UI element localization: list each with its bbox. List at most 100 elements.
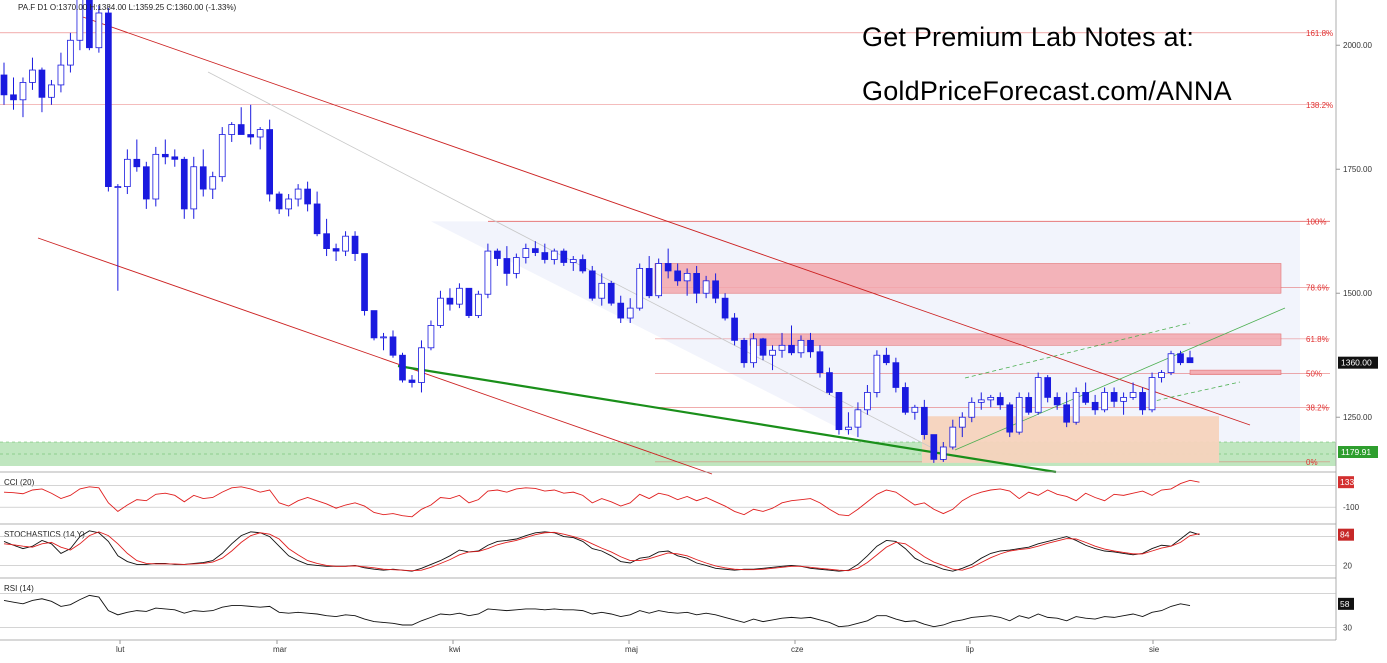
candle	[778, 332, 786, 358]
fib-label: 138.2%	[1306, 101, 1333, 110]
fib-label: 38.2%	[1306, 403, 1329, 412]
candle-body-up	[1120, 396, 1127, 402]
candle-body-down	[1082, 392, 1089, 403]
candle-body-up	[636, 268, 644, 309]
candle-body-down	[304, 188, 311, 205]
rising-channel-bottom	[1149, 381, 1241, 403]
candle-body-down	[237, 124, 245, 135]
candle-body-down	[86, 0, 93, 49]
candle-body-up	[1167, 353, 1175, 373]
candle	[883, 347, 890, 366]
candle	[19, 77, 27, 118]
candle	[494, 248, 501, 266]
candle	[1044, 375, 1052, 403]
candle-body-up	[702, 280, 710, 294]
candle	[29, 57, 36, 90]
candle-body-down	[607, 282, 615, 304]
indicator-line	[3, 531, 1200, 572]
candle	[313, 191, 321, 237]
candle	[57, 52, 65, 93]
candle-body-down	[38, 69, 46, 98]
candle	[617, 295, 625, 323]
indicator-line	[3, 530, 1200, 572]
candle-body-down	[579, 259, 587, 272]
candle	[835, 392, 843, 435]
candle-body-up	[427, 325, 435, 349]
candle	[228, 122, 236, 142]
time-tick-label: lut	[116, 645, 125, 654]
candle	[427, 320, 435, 351]
time-tick-label: sie	[1149, 645, 1160, 654]
candle	[67, 32, 74, 73]
candle-body-up	[911, 406, 919, 413]
fib-label: 0%	[1306, 458, 1318, 467]
candle	[664, 248, 672, 279]
candle	[939, 442, 947, 462]
candle-body-up	[797, 339, 805, 354]
candle	[550, 248, 558, 265]
candle	[683, 268, 691, 296]
candle	[171, 149, 179, 167]
candle	[10, 77, 17, 110]
candle-body-up	[513, 257, 520, 274]
candle	[958, 412, 966, 438]
time-tick-label: maj	[625, 645, 638, 654]
fib-label: 78.6%	[1306, 283, 1329, 292]
candle-body-down	[105, 12, 112, 187]
candle	[1006, 402, 1014, 438]
candle	[418, 340, 425, 393]
candle-body-down	[370, 310, 378, 339]
candle-body-down	[351, 235, 359, 254]
candle-body-down	[180, 158, 188, 210]
candle	[399, 352, 406, 383]
candle-body-up	[939, 446, 947, 460]
candle	[873, 350, 881, 398]
candle-body-down	[199, 166, 207, 190]
candle-body-up	[342, 235, 349, 252]
candle	[161, 139, 169, 165]
candle	[522, 243, 530, 264]
candle	[1091, 394, 1099, 415]
candle	[95, 5, 103, 53]
resistance-zone-upper	[654, 263, 1282, 294]
candle-body-down	[883, 354, 890, 364]
candle-body-up	[48, 84, 55, 98]
candle	[826, 367, 833, 395]
candle	[892, 357, 900, 393]
candle-body-down	[275, 193, 283, 210]
candle-body-down	[902, 387, 909, 413]
candle	[1129, 382, 1137, 400]
candle-body-down	[399, 354, 406, 381]
candle-body-up	[854, 409, 862, 428]
candle-body-up	[977, 399, 985, 403]
promo-line-2[interactable]: GoldPriceForecast.com/ANNA	[862, 76, 1232, 106]
indicator-line	[3, 594, 1191, 628]
fib-label: 61.8%	[1306, 335, 1329, 344]
candle-body-up	[484, 250, 492, 295]
candle	[503, 246, 511, 286]
candle	[854, 402, 862, 438]
candle-body-up	[1158, 372, 1165, 378]
candle	[389, 330, 397, 358]
candle	[446, 288, 454, 311]
candle	[152, 146, 160, 207]
last-price-badge	[1338, 356, 1378, 369]
candle-body-down	[996, 396, 1004, 406]
indicator-line	[3, 479, 1200, 518]
candle	[351, 231, 359, 261]
candle-body-down	[161, 153, 169, 158]
indicator-title: CCI (20)	[4, 478, 35, 487]
candle-body-down	[807, 339, 814, 353]
candle	[1110, 387, 1118, 408]
candle	[361, 253, 368, 316]
candle-body-up	[1129, 392, 1137, 398]
candle-body-down	[361, 253, 368, 311]
candle-body-up	[1015, 396, 1023, 433]
candle-body-up	[1034, 377, 1042, 413]
candle-body-up	[750, 338, 757, 364]
symbol-header: PA.F D1 O:1370.00 H:1384.00 L:1359.25 C:…	[18, 3, 237, 12]
price-tick-label: 2000.00	[1343, 41, 1372, 50]
indicator-title: RSI (14)	[4, 584, 34, 593]
